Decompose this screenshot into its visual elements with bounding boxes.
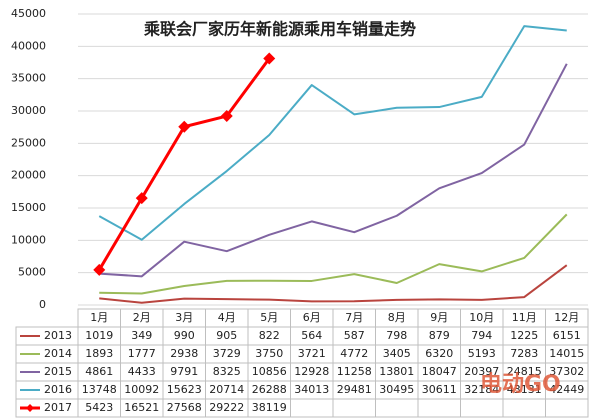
y-tick-label: 15000 bbox=[11, 201, 46, 214]
table-value: 2938 bbox=[170, 347, 198, 360]
series-line bbox=[99, 264, 568, 304]
data-marker bbox=[93, 263, 106, 276]
x-tick-label: 7月 bbox=[345, 311, 363, 324]
table-value: 18047 bbox=[422, 365, 457, 378]
table-value: 564 bbox=[301, 329, 322, 342]
series-line bbox=[98, 25, 567, 241]
table-value: 12928 bbox=[294, 365, 329, 378]
table-value: 990 bbox=[174, 329, 195, 342]
table-value: 798 bbox=[386, 329, 407, 342]
table-value: 30495 bbox=[379, 383, 414, 396]
table-value: 32184 bbox=[464, 383, 499, 396]
legend-label: 2013 bbox=[44, 329, 72, 342]
table-cell bbox=[545, 398, 589, 418]
data-marker bbox=[263, 52, 276, 65]
y-tick-label: 35000 bbox=[11, 72, 46, 85]
table-value: 4861 bbox=[85, 365, 113, 378]
table-value: 1225 bbox=[510, 329, 538, 342]
table-value: 794 bbox=[471, 329, 492, 342]
legend-label: 2016 bbox=[44, 383, 72, 396]
y-tick-label: 40000 bbox=[11, 39, 46, 52]
chart-title: 乘联会厂家历年新能源乘用车销量走势 bbox=[143, 20, 416, 39]
table-value: 1777 bbox=[128, 347, 156, 360]
x-tick-label: 9月 bbox=[430, 311, 448, 324]
table-value: 38119 bbox=[252, 401, 287, 414]
table-value: 1893 bbox=[85, 347, 113, 360]
table-value: 14015 bbox=[549, 347, 584, 360]
table-value: 879 bbox=[429, 329, 450, 342]
x-tick-label: 11月 bbox=[512, 311, 537, 324]
table-value: 42449 bbox=[549, 383, 584, 396]
legend-label: 2014 bbox=[44, 347, 72, 360]
x-tick-label: 5月 bbox=[260, 311, 278, 324]
data-marker bbox=[220, 110, 233, 123]
x-tick-label: 8月 bbox=[388, 311, 406, 324]
table-value: 29222 bbox=[209, 401, 244, 414]
table-value: 34013 bbox=[294, 383, 329, 396]
x-tick-label: 3月 bbox=[175, 311, 193, 324]
table-value: 24815 bbox=[507, 365, 542, 378]
table-value: 822 bbox=[259, 329, 280, 342]
x-tick-label: 4月 bbox=[218, 311, 236, 324]
y-tick-label: 45000 bbox=[11, 7, 46, 20]
y-tick-label: 10000 bbox=[11, 233, 46, 246]
table-value: 6151 bbox=[553, 329, 581, 342]
table-value: 10856 bbox=[252, 365, 287, 378]
table-value: 29481 bbox=[337, 383, 372, 396]
table-value: 20397 bbox=[464, 365, 499, 378]
watermark: 电动GO bbox=[480, 372, 561, 397]
x-tick-label: 2月 bbox=[133, 311, 151, 324]
legend-marker bbox=[26, 404, 34, 412]
series-line bbox=[99, 63, 568, 278]
table-value: 13801 bbox=[379, 365, 414, 378]
table-value: 5193 bbox=[468, 347, 496, 360]
table-value: 905 bbox=[216, 329, 237, 342]
table-value: 3721 bbox=[298, 347, 326, 360]
table-value: 43131 bbox=[507, 383, 542, 396]
x-tick-label: 6月 bbox=[303, 311, 321, 324]
y-tick-label: 30000 bbox=[11, 104, 46, 117]
legend-label: 2015 bbox=[44, 365, 72, 378]
table-value: 15623 bbox=[167, 383, 202, 396]
table-value: 20714 bbox=[209, 383, 244, 396]
table-value: 3750 bbox=[255, 347, 283, 360]
table-value: 6320 bbox=[425, 347, 453, 360]
table-value: 7283 bbox=[510, 347, 538, 360]
table-value: 10092 bbox=[124, 383, 159, 396]
table-value: 30611 bbox=[422, 383, 457, 396]
table-value: 1019 bbox=[85, 329, 113, 342]
data-marker bbox=[135, 192, 148, 205]
y-tick-label: 25000 bbox=[11, 136, 46, 149]
table-value: 26288 bbox=[252, 383, 287, 396]
y-tick-label: 5000 bbox=[18, 266, 46, 279]
table-value: 5423 bbox=[85, 401, 113, 414]
x-tick-label: 12月 bbox=[554, 311, 579, 324]
series-line bbox=[99, 213, 568, 295]
table-value: 27568 bbox=[167, 401, 202, 414]
data-marker bbox=[178, 120, 191, 133]
table-value: 11258 bbox=[337, 365, 372, 378]
legend-label: 2017 bbox=[44, 401, 72, 414]
table-value: 4772 bbox=[340, 347, 368, 360]
x-tick-label: 10月 bbox=[469, 311, 494, 324]
y-tick-label: 0 bbox=[39, 298, 46, 311]
table-value: 9791 bbox=[170, 365, 198, 378]
table-value: 587 bbox=[344, 329, 365, 342]
table-value: 8325 bbox=[213, 365, 241, 378]
table-value: 3729 bbox=[213, 347, 241, 360]
y-tick-label: 20000 bbox=[11, 169, 46, 182]
table-value: 349 bbox=[131, 329, 152, 342]
table-value: 4433 bbox=[128, 365, 156, 378]
x-tick-label: 1月 bbox=[90, 311, 108, 324]
table-value: 16521 bbox=[124, 401, 159, 414]
table-value: 37302 bbox=[549, 365, 584, 378]
table-value: 13748 bbox=[82, 383, 117, 396]
table-value: 3405 bbox=[383, 347, 411, 360]
